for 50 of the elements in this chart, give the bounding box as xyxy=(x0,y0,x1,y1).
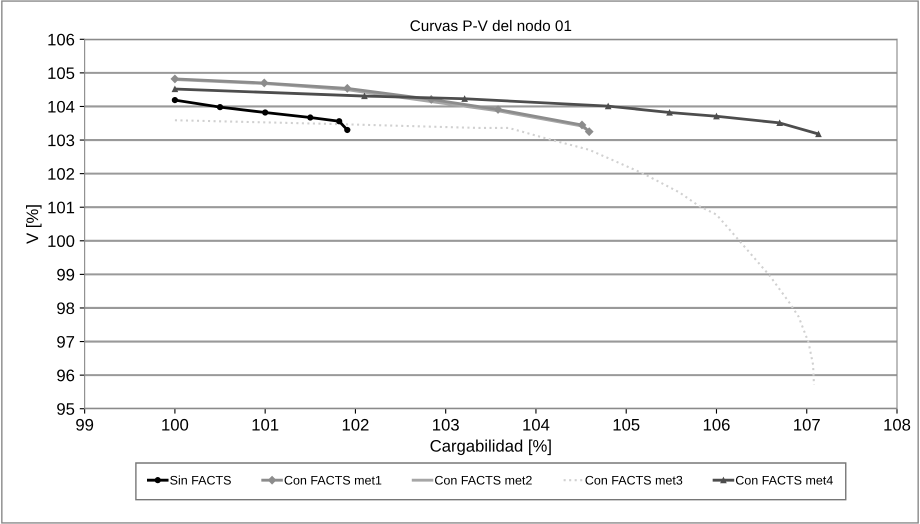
y-axis-title: V [%] xyxy=(26,205,42,244)
point xyxy=(713,113,720,120)
point xyxy=(776,120,783,126)
x-tick-label: 104 xyxy=(523,418,550,431)
point xyxy=(172,96,178,104)
y-tick-label: 96 xyxy=(57,370,74,382)
point xyxy=(578,120,586,130)
x-tick-label: 99 xyxy=(76,418,94,431)
point xyxy=(361,92,368,100)
y-tick-label: 98 xyxy=(57,302,74,314)
legend-label: Con FACTS met2 xyxy=(435,476,532,485)
x-tick-label: 100 xyxy=(162,418,188,431)
y-tick-label: 106 xyxy=(48,34,74,46)
legend-label: Sin FACTS xyxy=(170,475,231,485)
y-tick-label: 99 xyxy=(57,268,74,281)
point xyxy=(584,127,594,136)
point xyxy=(344,126,350,134)
point xyxy=(605,103,612,110)
point xyxy=(262,109,268,116)
point xyxy=(462,96,468,102)
chart-title: Curvas P-V del nodo 01 xyxy=(410,20,572,32)
y-tick-label: 101 xyxy=(48,202,74,214)
y-tick-label: 105 xyxy=(48,67,74,80)
y-tick-label: 100 xyxy=(48,235,74,248)
y-tick-label: 104 xyxy=(48,100,74,113)
point xyxy=(815,130,822,138)
point xyxy=(216,104,224,110)
legend-label: Con FACTS met3 xyxy=(585,476,682,485)
point xyxy=(172,86,178,92)
legend-label: Con FACTS met1 xyxy=(284,476,382,485)
x-tick-label: 103 xyxy=(433,418,459,431)
y-tick-label: 102 xyxy=(48,168,74,180)
x-tick-label: 106 xyxy=(704,418,730,431)
y-tick-label: 95 xyxy=(57,403,74,415)
x-tick-label: 107 xyxy=(794,418,820,431)
line-series xyxy=(174,119,816,386)
point xyxy=(170,74,180,84)
y-tick-label: 103 xyxy=(48,134,74,146)
x-tick-label: 102 xyxy=(342,418,368,431)
x-tick-label: 108 xyxy=(884,418,910,431)
y-tick-label: 97 xyxy=(57,336,74,348)
point xyxy=(336,118,342,124)
legend-label: Con FACTS met4 xyxy=(736,476,833,485)
point xyxy=(343,84,352,93)
x-axis-title: Cargabilidad [%] xyxy=(430,440,551,456)
point xyxy=(494,105,502,114)
x-tick-label: 105 xyxy=(614,418,640,431)
x-tick-label: 101 xyxy=(252,418,278,431)
point xyxy=(666,109,673,116)
point xyxy=(307,114,314,121)
